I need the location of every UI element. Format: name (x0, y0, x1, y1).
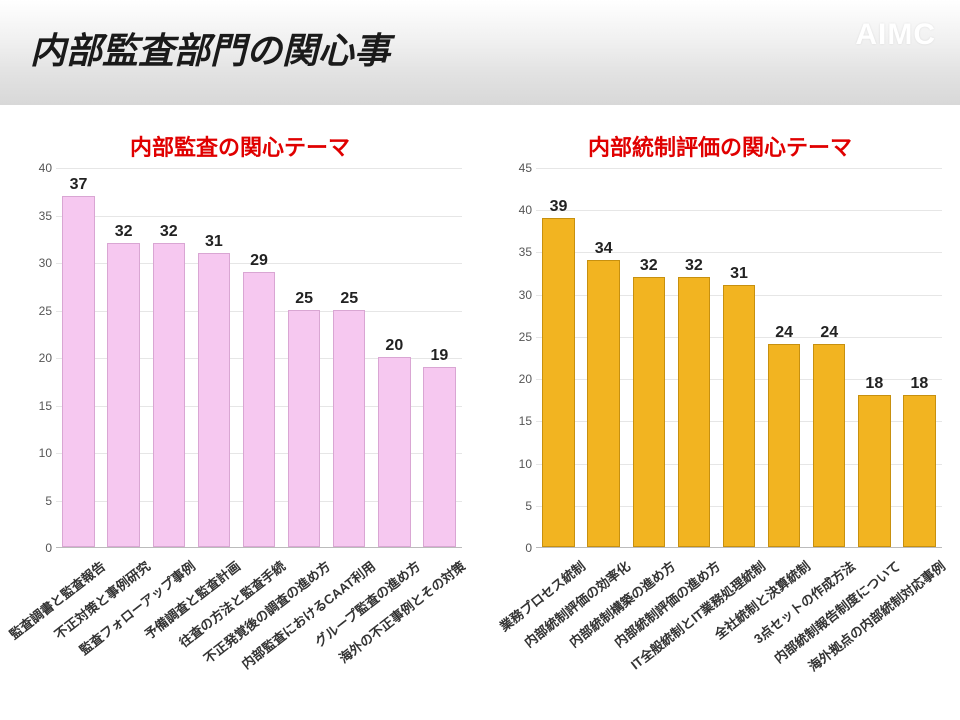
bar-value-label: 18 (911, 375, 929, 393)
bar-value-label: 19 (431, 347, 449, 365)
bar-value-label: 31 (205, 233, 223, 251)
bar (107, 243, 139, 547)
brand-logo: AIMC (855, 18, 936, 52)
bar (62, 196, 94, 548)
chart-left: 内部監査の関心テーマ 0 5 10 15 20 25 30 35 40 37 32 32 31 29 25 2… (0, 130, 480, 700)
chart-right-title: 内部統制評価の関心テーマ (498, 130, 942, 162)
y-tick-label: 40 (39, 161, 52, 175)
bar-slot: 20 (372, 337, 417, 547)
bar-slot: 29 (236, 252, 281, 548)
bar-slot: 34 (581, 240, 626, 547)
y-tick-label: 30 (39, 256, 52, 270)
slide-root: 内部監査部門の関心事 AIMC 内部監査の関心テーマ 0 5 10 15 20 25 30 3… (0, 0, 960, 720)
bar-value-label: 32 (685, 257, 703, 275)
y-tick-label: 15 (519, 414, 532, 428)
bars-container: 39 34 32 32 31 24 24 18 18 (536, 168, 942, 548)
bar-slot: 32 (101, 223, 146, 547)
chart-left-plot: 0510152025303540373232312925252019監査調書と監… (18, 168, 462, 548)
bar (153, 243, 185, 547)
bar-value-label: 31 (730, 265, 748, 283)
bar (288, 310, 320, 548)
bar-value-label: 25 (340, 290, 358, 308)
bar-value-label: 32 (160, 223, 178, 241)
bar-value-label: 18 (865, 375, 883, 393)
y-tick-label: 15 (39, 399, 52, 413)
bar-value-label: 32 (115, 223, 133, 241)
bar-slot: 25 (282, 290, 327, 548)
bar-slot: 39 (536, 198, 581, 547)
y-tick-label: 25 (519, 330, 532, 344)
x-labels: 業務プロセス統制内部統制評価の効率化内部統制構築の進め方内部統制評価の進め方IT… (536, 548, 942, 718)
bar (858, 395, 890, 547)
bar-slot: 24 (807, 324, 852, 547)
bar (378, 357, 410, 547)
bar-value-label: 25 (295, 290, 313, 308)
bars-container: 37 32 32 31 29 25 25 20 19 (56, 168, 462, 548)
bar-value-label: 32 (640, 257, 658, 275)
bar-value-label: 34 (595, 240, 613, 258)
y-tick-label: 35 (519, 245, 532, 259)
y-tick-label: 10 (39, 446, 52, 460)
bar (768, 344, 800, 547)
bar-slot: 32 (146, 223, 191, 547)
bar (813, 344, 845, 547)
bar (678, 277, 710, 547)
bar-slot: 18 (897, 375, 942, 547)
bar-slot: 25 (327, 290, 372, 548)
bar (198, 253, 230, 548)
x-labels: 監査調書と監査報告不正対策と事例研究監査フォローアップ事例予備調査と監査計画往査… (56, 548, 462, 718)
bar-slot: 19 (417, 347, 462, 548)
y-tick-label: 5 (45, 494, 52, 508)
bar (633, 277, 665, 547)
charts-row: 内部監査の関心テーマ 0 5 10 15 20 25 30 35 40 37 32 32 31 29 25 2… (0, 130, 960, 700)
y-tick-label: 20 (519, 372, 532, 386)
chart-right: 内部統制評価の関心テーマ 051015202530354045393432323… (480, 130, 960, 700)
y-tick-label: 0 (45, 541, 52, 555)
slide-title: 内部監査部門の関心事 (30, 22, 390, 74)
bar-slot: 32 (626, 257, 671, 547)
bar (243, 272, 275, 548)
bar-slot: 32 (671, 257, 716, 547)
bar (723, 285, 755, 547)
bar-value-label: 24 (820, 324, 838, 342)
bar-value-label: 37 (70, 176, 88, 194)
y-tick-label: 10 (519, 457, 532, 471)
bar-slot: 24 (762, 324, 807, 547)
y-tick-label: 40 (519, 203, 532, 217)
bar (423, 367, 455, 548)
bar-slot: 31 (716, 265, 761, 547)
bar-value-label: 39 (550, 198, 568, 216)
bar-value-label: 20 (385, 337, 403, 355)
y-tick-label: 45 (519, 161, 532, 175)
chart-left-title: 内部監査の関心テーマ (18, 130, 462, 162)
bar (903, 395, 935, 547)
y-tick-label: 20 (39, 351, 52, 365)
bar (333, 310, 365, 548)
bar-value-label: 29 (250, 252, 268, 270)
bar-slot: 18 (852, 375, 897, 547)
y-tick-label: 5 (525, 499, 532, 513)
bar (587, 260, 619, 547)
chart-right-plot: 051015202530354045393432323124241818業務プロ… (498, 168, 942, 548)
bar-slot: 37 (56, 176, 101, 548)
bar-slot: 31 (191, 233, 236, 548)
y-tick-label: 0 (525, 541, 532, 555)
bar (542, 218, 574, 547)
y-tick-label: 35 (39, 209, 52, 223)
bar-value-label: 24 (775, 324, 793, 342)
y-tick-label: 30 (519, 288, 532, 302)
y-tick-label: 25 (39, 304, 52, 318)
